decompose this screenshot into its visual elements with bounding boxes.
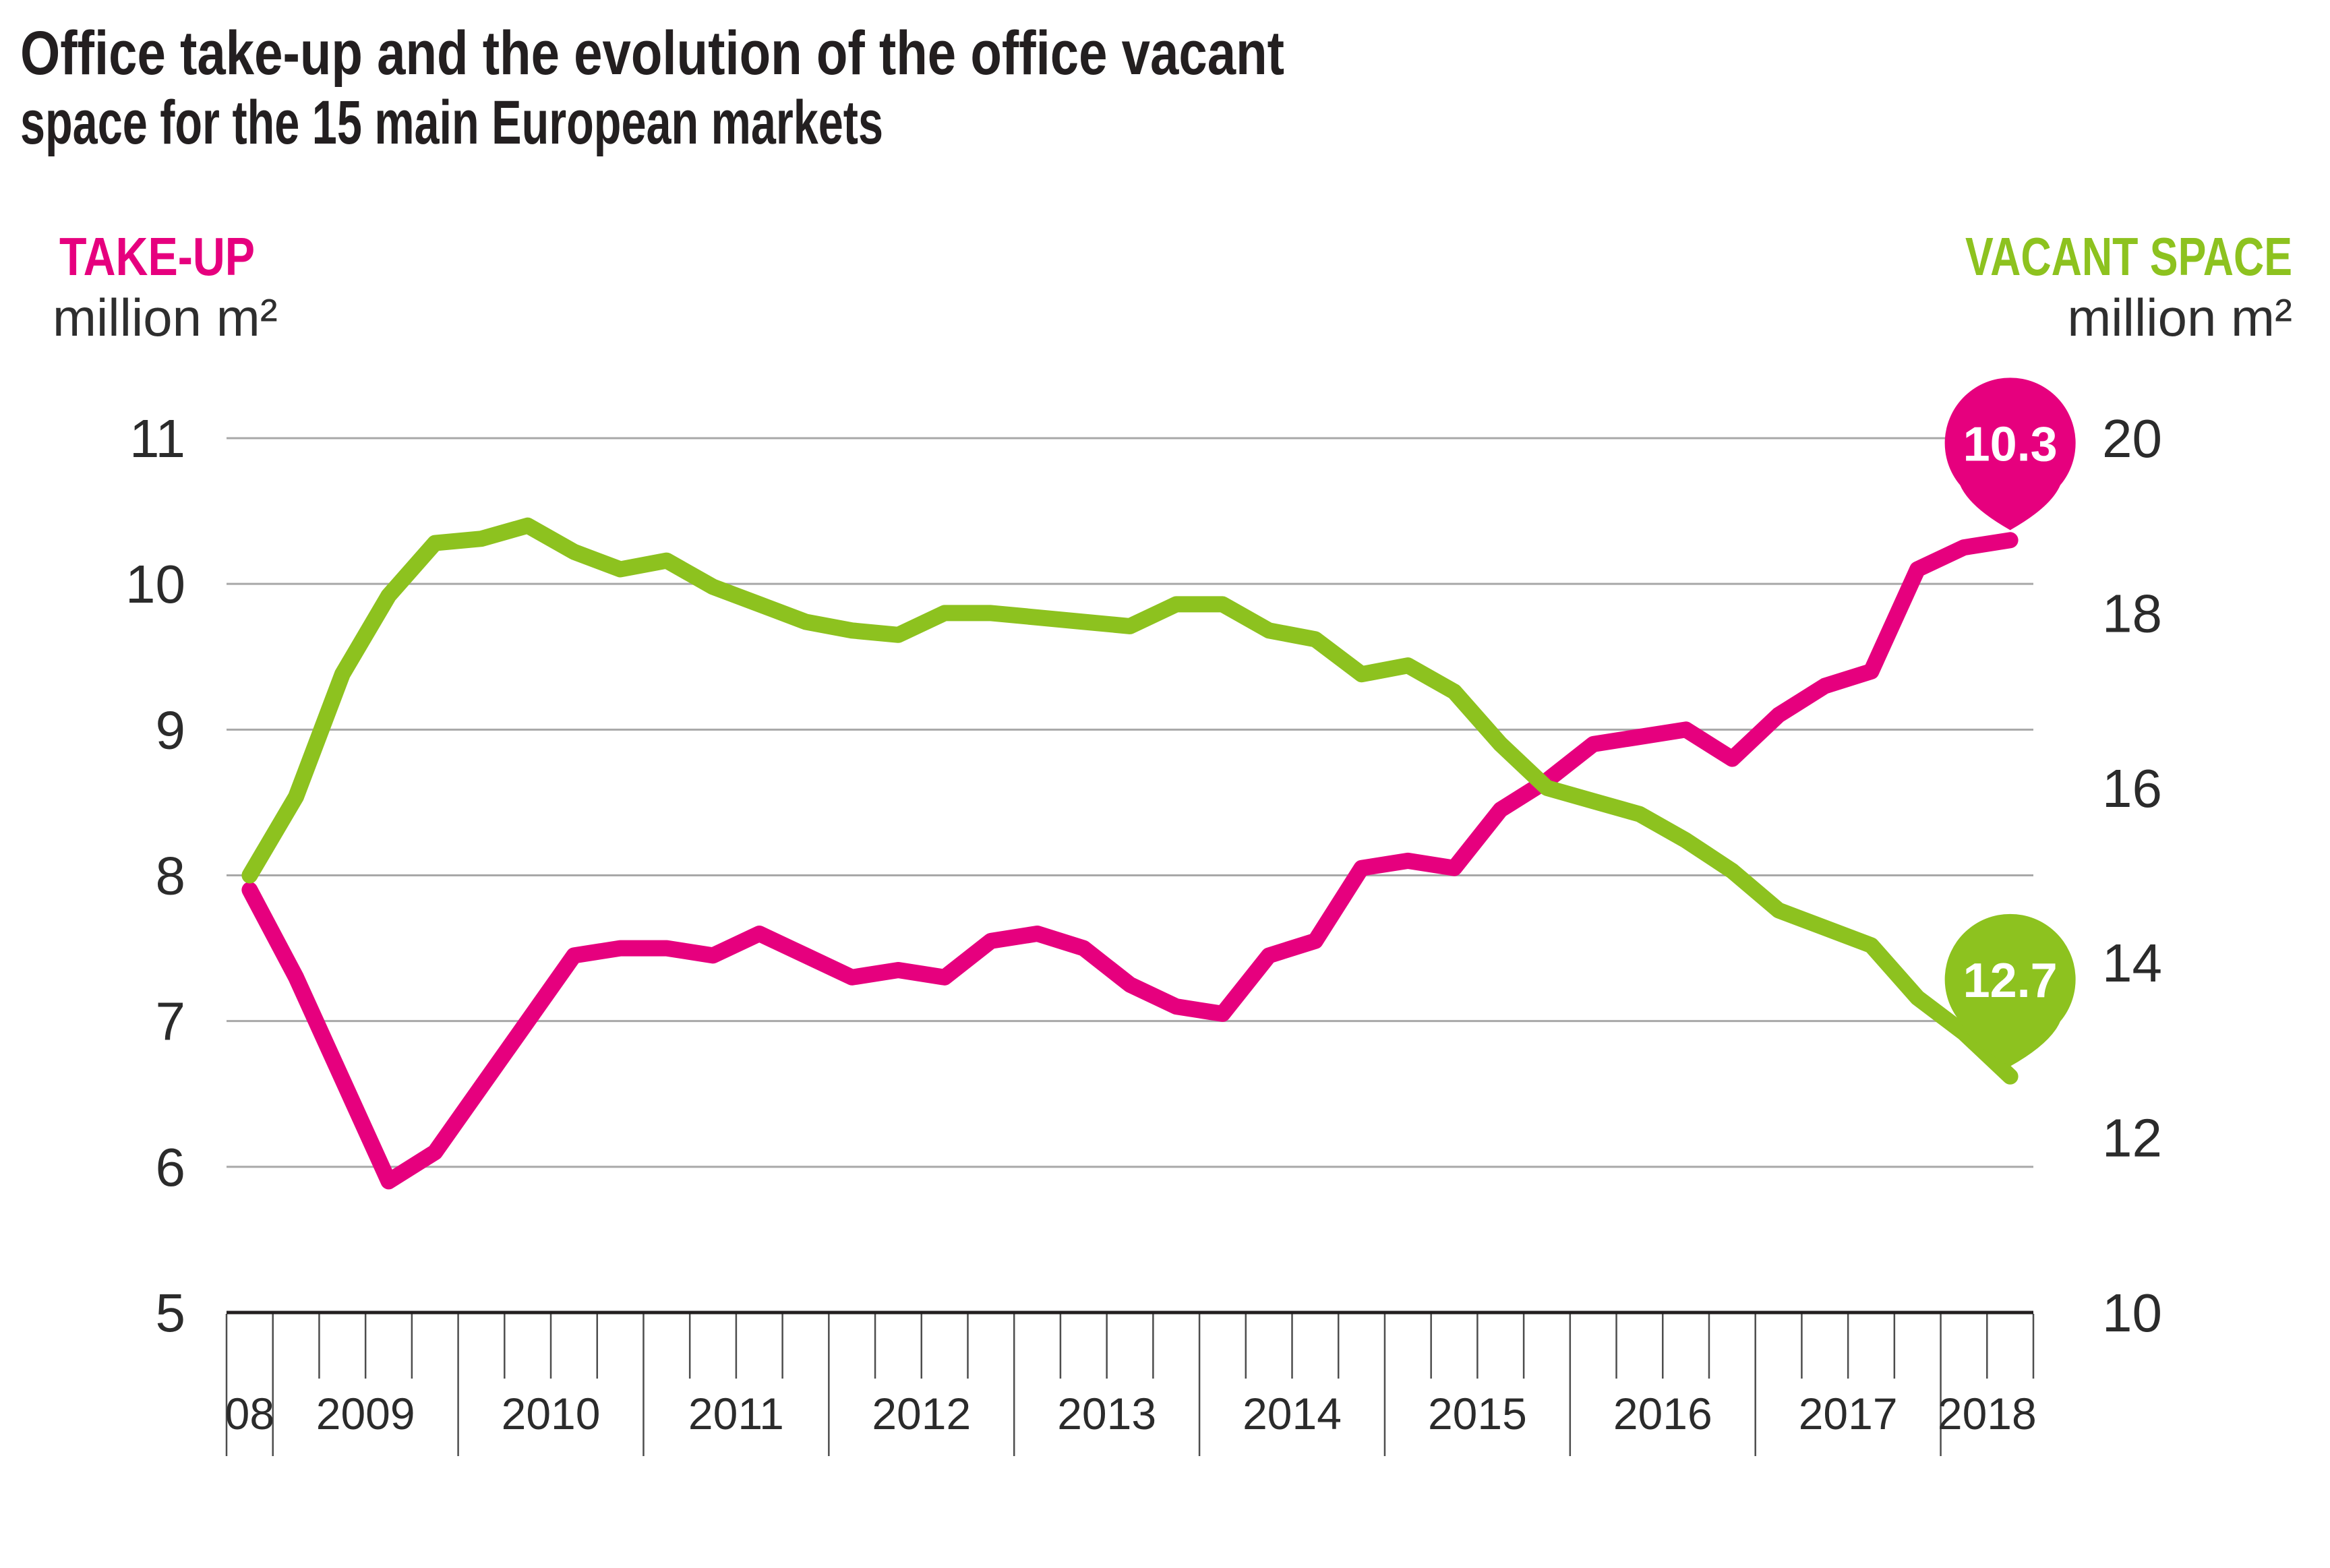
- x-axis-year-label: 2015: [1428, 1389, 1527, 1439]
- x-axis-year-labels: 08 2009 2010 2011 2012 2013 2014 2015 2016 2017 20…: [225, 1389, 2037, 1439]
- end-value-badges: 10.3 12.7: [1944, 378, 2076, 1066]
- left-axis-tick-label: 7: [156, 992, 186, 1052]
- left-axis-tick-label: 11: [129, 409, 185, 469]
- chart-title-line2: space for the 15 main European markets: [20, 88, 883, 157]
- right-axis-tick-label: 14: [2102, 933, 2162, 993]
- x-axis-year-label: 2012: [872, 1389, 971, 1439]
- left-axis-tick-label: 8: [156, 846, 186, 906]
- right-axis-labels: 10 12 14 16 18 20: [2102, 409, 2162, 1343]
- legend-take-up-unit: million m²: [53, 288, 278, 347]
- take-up-end-badge-value: 10.3: [1963, 417, 2058, 471]
- take-up-line: [241, 532, 2019, 1190]
- right-axis-tick-label: 16: [2102, 758, 2162, 818]
- left-axis-tick-label: 10: [125, 554, 185, 614]
- vacant-space-line: [241, 517, 2019, 1085]
- vacant-space-end-badge: [1944, 913, 2076, 1066]
- x-axis-year-label: 2016: [1613, 1389, 1712, 1439]
- legend-take-up-label: TAKE-UP: [59, 227, 255, 287]
- vacant-space-end-badge-value: 12.7: [1963, 954, 2058, 1008]
- left-axis-tick-label: 6: [156, 1137, 186, 1197]
- x-axis-year-label: 2013: [1057, 1389, 1156, 1439]
- right-axis-tick-label: 20: [2102, 409, 2162, 469]
- x-axis-year-label: 2014: [1243, 1389, 1342, 1439]
- x-axis-year-label: 08: [225, 1389, 274, 1439]
- x-axis-year-label: 2018: [1938, 1389, 2037, 1439]
- right-axis-tick-label: 18: [2102, 583, 2162, 643]
- chart-title-line1: Office take-up and the evolution of the …: [20, 19, 1284, 88]
- left-axis-tick-label: 9: [156, 700, 186, 760]
- right-axis-tick-label: 12: [2102, 1108, 2162, 1168]
- x-axis-year-label: 2010: [502, 1389, 601, 1439]
- right-axis-tick-label: 10: [2102, 1283, 2162, 1343]
- left-axis-labels: 5 6 7 8 9 10 11: [125, 409, 185, 1343]
- left-axis-tick-label: 5: [156, 1283, 186, 1343]
- data-series-lines: [241, 517, 2019, 1190]
- x-axis-year-label: 2011: [688, 1389, 784, 1439]
- legend-vacant-space-label: VACANT SPACE: [1965, 227, 2292, 287]
- x-axis-ticks: [225, 1314, 2035, 1456]
- x-axis-year-label: 2009: [316, 1389, 415, 1439]
- legend-vacant-space-unit: million m²: [2067, 288, 2292, 347]
- take-up-end-badge: [1944, 378, 2076, 531]
- x-axis-year-label: 2017: [1799, 1389, 1898, 1439]
